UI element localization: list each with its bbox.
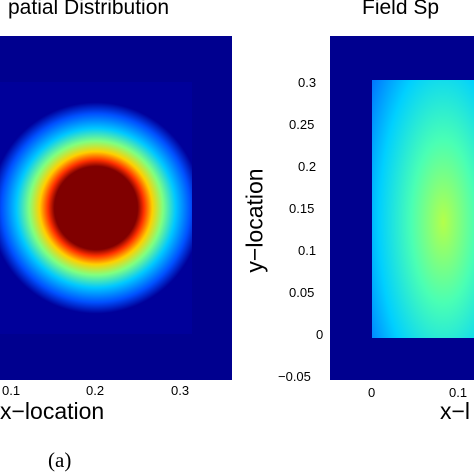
left-x-tick-0.1: 0.1 xyxy=(2,383,21,398)
panel-label-a: (a) xyxy=(48,448,72,472)
left-x-tick-0.3: 0.3 xyxy=(171,383,190,398)
left-field-region xyxy=(0,82,192,334)
right-y-tick-0.1: 0.1 xyxy=(298,243,317,258)
left-heatmap-panel xyxy=(0,36,232,380)
right-field-region xyxy=(372,80,474,338)
right-y-tick-0.25: 0.25 xyxy=(289,117,315,132)
right-x-tick-0: 0 xyxy=(368,385,376,400)
right-y-tick-0.2: 0.2 xyxy=(298,159,317,174)
right-x-tick-0.1: 0.1 xyxy=(449,385,468,400)
left-chart-title: patial Distribution xyxy=(8,0,170,19)
right-y-tick-0.3: 0.3 xyxy=(298,75,317,90)
right-y-tick-0.05: 0.05 xyxy=(289,285,315,300)
left-x-tick-0.2: 0.2 xyxy=(86,383,105,398)
right-y-tick-neg0.05: −0.05 xyxy=(278,369,311,384)
right-x-axis-label: x−l xyxy=(440,398,471,424)
right-y-tick-0.15: 0.15 xyxy=(289,201,315,216)
right-chart-title: Field Sp xyxy=(362,0,440,19)
right-heatmap-panel xyxy=(330,36,474,380)
right-y-tick-0: 0 xyxy=(316,327,324,342)
left-x-axis-label: x−location xyxy=(0,398,105,424)
